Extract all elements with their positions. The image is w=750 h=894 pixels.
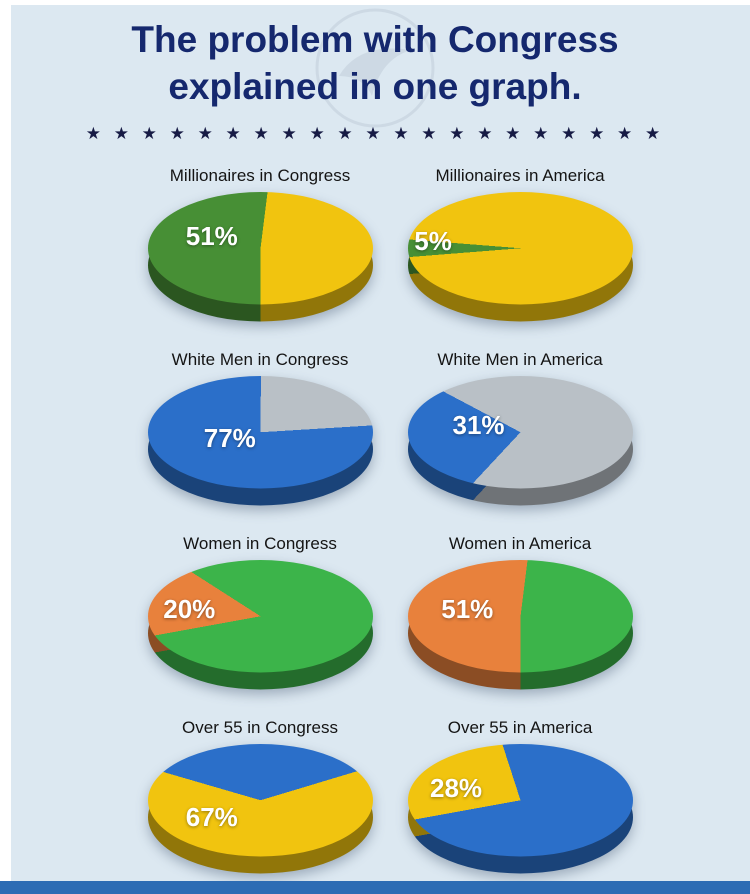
percent-label: 31%: [452, 410, 505, 441]
percent-label: 5%: [414, 226, 452, 257]
page-title-line2: explained in one graph.: [168, 66, 582, 108]
pie-top: [147, 191, 373, 305]
chart-title: Over 55 in America: [447, 717, 593, 737]
percent-label: 20%: [163, 594, 216, 625]
pie-chart-grid: Millionaires in Congress 51% Millionaire…: [130, 166, 750, 876]
pie-chart-women-congress: Women in Congress 20%: [130, 534, 390, 692]
pie-top: [407, 375, 633, 489]
chart-title: Women in America: [448, 533, 592, 553]
pie-chart-white-men-congress: White Men in Congress 77%: [130, 350, 390, 508]
pie-millionaires-congress: 51%: [147, 191, 373, 324]
chart-title: Millionaires in America: [435, 165, 605, 185]
chart-title: Women in Congress: [183, 533, 337, 553]
chart-title: Over 55 in Congress: [182, 717, 338, 737]
left-edge-strip: [0, 0, 11, 894]
pie-top: [147, 743, 373, 857]
pie-women-congress: 20%: [147, 559, 373, 692]
percent-label: 51%: [185, 220, 238, 251]
percent-label: 67%: [185, 801, 238, 832]
percent-label: 28%: [430, 772, 483, 803]
pie-top: [147, 559, 373, 673]
percent-label: 51%: [441, 594, 494, 625]
page-title: The problem with Congress explained in o…: [0, 16, 750, 111]
pie-top: [407, 559, 633, 673]
pie-chart-women-america: Women in America 51%: [390, 534, 650, 692]
star-divider: ★ ★ ★ ★ ★ ★ ★ ★ ★ ★ ★ ★ ★ ★ ★ ★ ★ ★ ★ ★ …: [85, 123, 665, 143]
chart-title: White Men in America: [437, 349, 603, 369]
bottom-blue-bar: [0, 881, 750, 894]
pie-over-55-congress: 67%: [147, 743, 373, 876]
pie-top: [407, 743, 633, 857]
pie-white-men-congress: 77%: [147, 375, 373, 508]
pie-chart-white-men-america: White Men in America 31%: [390, 350, 650, 508]
top-edge-strip: [0, 0, 750, 5]
pie-over-55-america: 28%: [407, 743, 633, 876]
pie-top: [407, 191, 633, 305]
pie-women-america: 51%: [407, 559, 633, 692]
chart-title: Millionaires in Congress: [169, 165, 351, 185]
pie-top: [147, 375, 373, 489]
header: The problem with Congress explained in o…: [0, 0, 750, 144]
percent-label: 77%: [203, 423, 256, 454]
page-title-line1: The problem with Congress: [131, 19, 619, 60]
pie-chart-over-55-america: Over 55 in America 28%: [390, 718, 650, 876]
pie-white-men-america: 31%: [407, 375, 633, 508]
eagle-seal-watermark-icon: [315, 8, 435, 128]
chart-title: White Men in Congress: [171, 349, 349, 369]
pie-millionaires-america: 5%: [407, 191, 633, 324]
pie-chart-millionaires-america: Millionaires in America 5%: [390, 166, 650, 324]
pie-chart-millionaires-congress: Millionaires in Congress 51%: [130, 166, 390, 324]
pie-chart-over-55-congress: Over 55 in Congress 67%: [130, 718, 390, 876]
